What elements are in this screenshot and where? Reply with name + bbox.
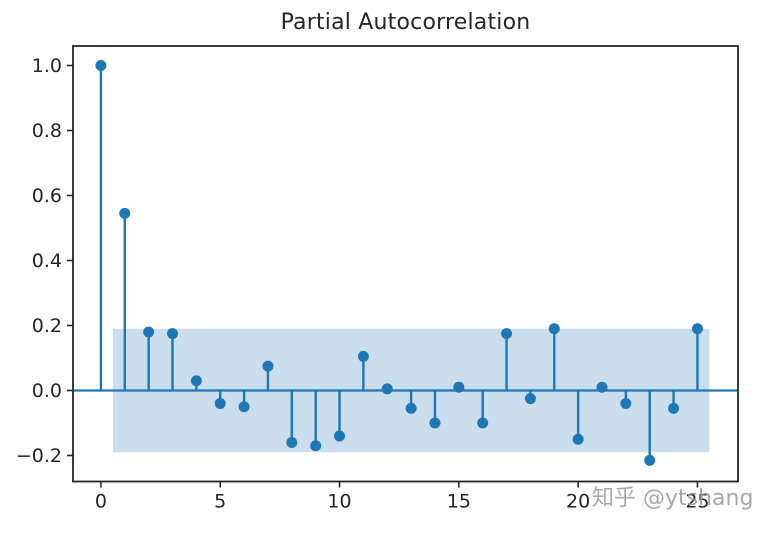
stem-marker-lag-2 [143, 326, 155, 338]
axes-spines [72, 45, 739, 483]
stem-marker-lag-20 [572, 433, 584, 445]
stem-marker-lag-6 [238, 401, 250, 413]
x-tick-label-25: 25 [685, 491, 709, 513]
chart-title: Partial Autocorrelation [280, 10, 531, 35]
stem-marker-lag-11 [357, 350, 369, 362]
stem-marker-lag-14 [429, 417, 441, 429]
y-axis: −0.2 0.0 0.2 0.4 0.6 0.8 1.0 [16, 55, 73, 467]
y-tick-label-0.6: 0.6 [32, 185, 62, 207]
x-tick-label-15: 15 [447, 491, 471, 513]
y-tick-label-0.8: 0.8 [32, 120, 62, 142]
stem-marker-lag-17 [501, 328, 513, 340]
stem-marker-lag-15 [453, 381, 465, 393]
stem-marker-lag-24 [668, 402, 680, 414]
x-tick-label-20: 20 [566, 491, 590, 513]
stem-marker-lag-1 [119, 207, 131, 219]
stem-marker-lag-12 [381, 383, 393, 395]
x-axis: 0 5 10 15 20 25 [95, 481, 710, 513]
stem-marker-lag-10 [334, 430, 346, 442]
stem-series [95, 60, 703, 466]
stem-marker-lag-3 [166, 328, 178, 340]
x-tick-label-5: 5 [214, 491, 226, 513]
y-tick-label-1.0: 1.0 [32, 55, 62, 77]
stem-marker-lag-13 [405, 402, 417, 414]
stem-marker-lag-7 [262, 360, 274, 372]
stem-marker-lag-0 [95, 60, 107, 71]
stem-marker-lag-18 [524, 393, 536, 405]
stem-marker-lag-8 [286, 437, 298, 448]
stem-marker-lag-25 [691, 323, 703, 335]
x-tick-label-0: 0 [95, 491, 107, 513]
x-tick-label-10: 10 [327, 491, 351, 513]
stem-marker-lag-23 [644, 454, 656, 466]
y-tick-label-0.0: 0.0 [32, 380, 62, 402]
watermark: 知乎 @ytshang [592, 486, 754, 511]
stem-marker-lag-9 [310, 440, 322, 452]
y-tick-label-0.4: 0.4 [32, 250, 62, 272]
y-tick-label-−0.2: −0.2 [16, 445, 62, 467]
stem-marker-lag-19 [548, 323, 560, 335]
stem-marker-lag-22 [620, 398, 632, 409]
stem-marker-lag-16 [477, 417, 489, 429]
stem-marker-lag-5 [214, 398, 226, 409]
stem-marker-lag-4 [190, 375, 202, 387]
y-tick-label-0.2: 0.2 [32, 315, 62, 337]
stem-marker-lag-21 [596, 381, 608, 393]
